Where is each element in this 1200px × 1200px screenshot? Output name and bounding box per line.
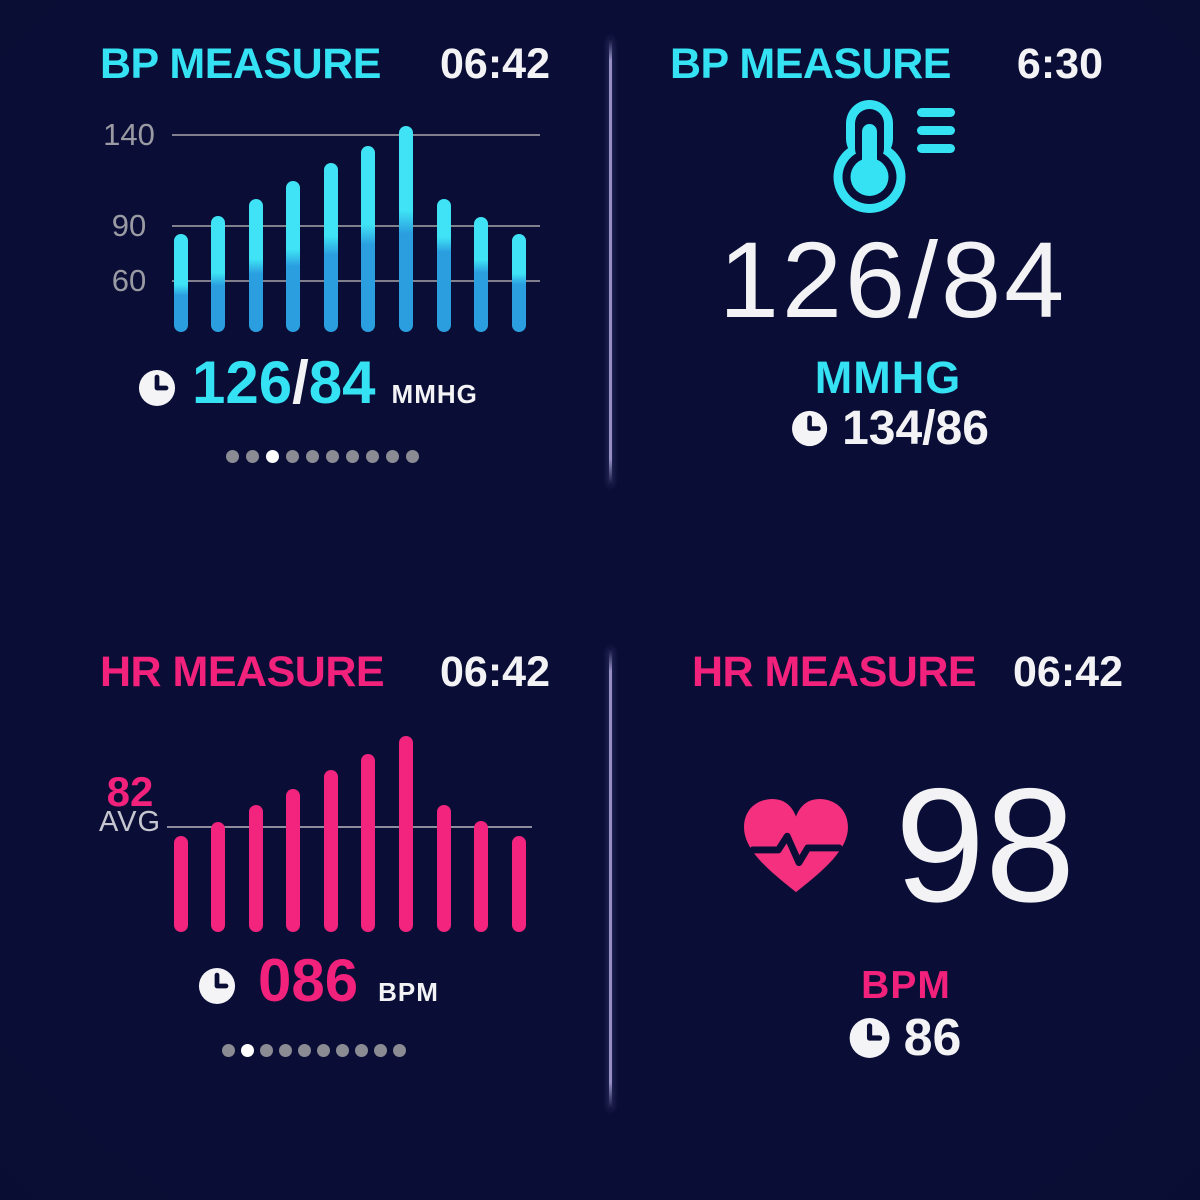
panel-title: BP MEASURE	[100, 40, 381, 88]
panel-header: HR MEASURE 06:42	[100, 648, 550, 697]
hr-reading-unit: BPM	[378, 976, 439, 1007]
page-dot[interactable]	[326, 450, 339, 463]
hr-bar	[474, 821, 489, 932]
bp-page-indicator[interactable]	[226, 450, 419, 463]
gridline-140	[172, 134, 540, 137]
page-dot-active[interactable]	[241, 1044, 254, 1057]
panel-header: BP MEASURE 6:30	[670, 40, 1103, 89]
panel-time: 06:42	[440, 648, 550, 696]
y-tick-label-140: 140	[103, 117, 155, 153]
bp-history-value: 134/86	[842, 401, 989, 455]
panel-time: 06:42	[1013, 648, 1123, 696]
page-dot[interactable]	[298, 1044, 311, 1057]
page-dot[interactable]	[226, 450, 239, 463]
panel-header: HR MEASURE 06:42	[692, 648, 1123, 697]
bp-detail-unit: MMHG	[814, 352, 962, 403]
hr-history-row: 86	[849, 1009, 961, 1067]
y-tick-label-60: 60	[111, 263, 147, 299]
panel-title: HR MEASURE	[692, 648, 977, 696]
page-dot[interactable]	[286, 450, 299, 463]
hr-detail-value: 98	[895, 755, 1076, 936]
hr-avg-label: AVG	[98, 806, 162, 838]
panel-divider-top	[609, 38, 612, 486]
bp-slash: /	[292, 348, 309, 416]
bp-diastolic: 84	[308, 348, 376, 416]
panel-divider-bottom	[609, 648, 612, 1110]
hr-bar	[248, 805, 263, 932]
y-tick-label-90: 90	[111, 208, 147, 244]
panel-header: BP MEASURE 06:42	[100, 40, 550, 89]
hr-detail-unit: BPM	[861, 964, 951, 1007]
hr-avg-value: 82	[106, 768, 154, 815]
page-dot[interactable]	[406, 450, 419, 463]
bp-bar	[211, 215, 226, 332]
bp-bar	[286, 180, 301, 332]
bp-bar	[248, 199, 263, 332]
thermometer-scale-lines	[917, 108, 955, 153]
clock-icon	[792, 410, 828, 446]
page-dot[interactable]	[355, 1044, 368, 1057]
bp-reading-unit: MMHG	[391, 378, 478, 409]
clock-icon	[849, 1018, 890, 1058]
clock-icon	[138, 369, 176, 407]
bp-bar	[361, 146, 376, 332]
gridline-90	[172, 225, 540, 228]
bp-bar	[323, 162, 338, 332]
panel-time: 06:42	[440, 40, 550, 88]
hr-bar	[173, 836, 188, 932]
hr-bar-chart	[100, 725, 540, 932]
heart-ecg-icon	[744, 798, 848, 893]
bp-bar	[399, 126, 413, 332]
page-dot[interactable]	[222, 1044, 235, 1057]
bp-detail-value: 126/84	[718, 219, 1068, 340]
page-dot[interactable]	[336, 1044, 349, 1057]
bp-reading-row: 126/84 MMHG	[138, 352, 478, 414]
hr-bar	[361, 754, 376, 932]
page-dot[interactable]	[246, 450, 259, 463]
panel-title: BP MEASURE	[670, 40, 951, 88]
hr-reading-value: 086 BPM	[258, 950, 439, 1020]
hr-bar	[511, 836, 526, 932]
panel-title: HR MEASURE	[100, 648, 385, 696]
hr-bar	[286, 789, 301, 932]
hr-bar	[323, 770, 338, 932]
bp-bar	[173, 233, 188, 332]
page-dot[interactable]	[386, 450, 399, 463]
bp-history-row: 134/86	[791, 402, 989, 455]
page-dot[interactable]	[317, 1044, 330, 1057]
bp-systolic: 126	[192, 348, 293, 416]
page-dot[interactable]	[279, 1044, 292, 1057]
gridline-60	[172, 280, 540, 283]
panel-time: 6:30	[1016, 40, 1103, 88]
hr-bar	[399, 736, 413, 932]
page-dot[interactable]	[306, 450, 319, 463]
hr-avg-line	[167, 826, 532, 828]
bp-bar	[511, 233, 526, 332]
bp-bar	[474, 217, 489, 332]
bp-bar	[436, 199, 451, 332]
page-dot[interactable]	[366, 450, 379, 463]
page-dot[interactable]	[260, 1044, 273, 1057]
page-dot[interactable]	[374, 1044, 387, 1057]
thermometer-icon	[833, 100, 955, 213]
hr-reading-row: 086 BPM	[198, 950, 439, 1014]
hr-hero-row: 98	[737, 755, 1076, 936]
clock-icon	[198, 967, 236, 1005]
bp-bar-chart: 140 90 60	[100, 119, 540, 332]
hr-bar	[211, 822, 226, 932]
page-dot[interactable]	[346, 450, 359, 463]
hr-page-indicator[interactable]	[222, 1044, 406, 1057]
page-dot-active[interactable]	[266, 450, 279, 463]
page-dot[interactable]	[393, 1044, 406, 1057]
hr-bpm-number: 086	[258, 946, 359, 1014]
hr-bar	[436, 805, 451, 932]
hr-history-value: 86	[903, 1009, 962, 1067]
bp-reading-value: 126/84 MMHG	[192, 352, 478, 422]
